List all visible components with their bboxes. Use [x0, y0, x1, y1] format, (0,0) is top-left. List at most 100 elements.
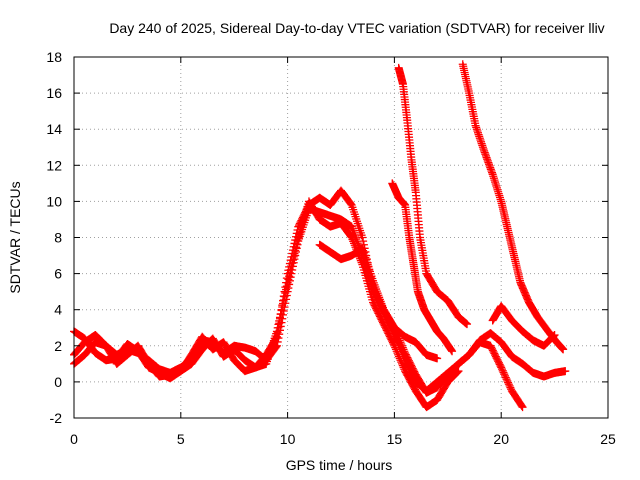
data-point-marker [392, 347, 401, 356]
series-track-6 [388, 179, 457, 356]
data-point-marker [282, 285, 291, 294]
data-point-marker [502, 375, 511, 384]
series-track-8 [488, 302, 559, 350]
data-point-marker [348, 235, 357, 244]
series-track-7 [458, 60, 568, 354]
data-point-marker [275, 313, 284, 322]
data-point-marker [346, 199, 355, 208]
y-tick-label: 14 [46, 121, 62, 137]
y-tick-label: 12 [46, 157, 62, 173]
series-track-5 [394, 63, 472, 329]
data-point-marker [433, 354, 442, 363]
data-point-marker [549, 331, 558, 340]
y-tick-label: 10 [46, 193, 62, 209]
x-tick-label: 15 [387, 431, 403, 447]
data-point-marker [503, 376, 512, 385]
data-point-marker [397, 358, 406, 367]
data-point-marker [397, 339, 406, 348]
x-tick-label: 0 [70, 431, 78, 447]
y-tick-label: 16 [46, 85, 62, 101]
data-point-marker [276, 309, 285, 318]
data-point-marker [279, 299, 288, 308]
data-point-marker [454, 367, 463, 376]
data-point-marker [347, 233, 356, 242]
data-point-marker [281, 289, 290, 298]
data-point-marker [395, 336, 404, 345]
x-tick-label: 5 [177, 431, 185, 447]
data-point-marker [393, 349, 402, 358]
data-point-marker [272, 327, 281, 336]
data-point-marker [497, 363, 506, 372]
data-point-marker [389, 340, 398, 349]
data-point-marker [506, 383, 515, 392]
data-point-marker [273, 323, 282, 332]
data-point-marker [518, 403, 527, 412]
chart-title: Day 240 of 2025, Sidereal Day-to-day VTE… [109, 20, 604, 36]
data-point-marker [349, 237, 358, 246]
data-point-marker [396, 338, 405, 347]
data-point-marker [498, 366, 507, 375]
data-point-marker [517, 402, 526, 411]
data-point-marker [550, 330, 559, 339]
data-point-marker [394, 350, 403, 359]
data-point-marker [452, 368, 461, 377]
data-point-marker [356, 256, 365, 265]
data-point-marker [396, 356, 405, 365]
series-track-3 [70, 197, 463, 412]
y-axis-label: SDTVAR / TECUs [7, 181, 23, 293]
data-point-marker [282, 282, 291, 291]
y-tick-label: -2 [50, 410, 63, 426]
data-point-marker [463, 320, 472, 329]
data-point-marker [497, 365, 506, 374]
y-tick-label: 0 [54, 374, 62, 390]
data-point-marker [280, 292, 289, 301]
data-point-marker [399, 345, 408, 354]
data-point-marker [277, 306, 286, 315]
data-point-marker [394, 352, 403, 361]
data-point-marker [501, 371, 510, 380]
data-point-marker [501, 373, 510, 382]
data-point-marker [500, 370, 509, 379]
x-axis-ticks: 0 5 10 15 20 25 [70, 57, 616, 447]
data-points [70, 60, 570, 412]
data-point-marker [398, 341, 407, 350]
data-point-marker [549, 332, 558, 341]
data-point-marker [504, 378, 513, 387]
data-point-marker [391, 345, 400, 354]
x-axis-label: GPS time / hours [286, 457, 393, 473]
data-point-marker [391, 343, 400, 352]
x-tick-label: 10 [280, 431, 296, 447]
data-point-marker [394, 334, 403, 343]
series-track-4 [315, 240, 442, 363]
data-point-marker [359, 237, 368, 246]
y-tick-label: 18 [46, 49, 62, 65]
data-point-marker [561, 367, 570, 376]
data-point-marker [349, 239, 358, 248]
data-point-marker [398, 359, 407, 368]
data-point-marker [390, 341, 399, 350]
data-point-marker [559, 345, 568, 354]
x-tick-label: 20 [493, 431, 509, 447]
data-point-marker [499, 368, 508, 377]
data-point-marker [448, 347, 457, 356]
data-point-marker [274, 320, 283, 329]
data-point-marker [453, 367, 462, 376]
y-tick-label: 2 [54, 338, 62, 354]
data-point-marker [399, 363, 408, 372]
y-tick-label: 6 [54, 266, 62, 282]
data-point-marker [279, 296, 288, 305]
data-point-marker [504, 380, 513, 389]
data-point-marker [278, 302, 287, 311]
y-axis-ticks: -2 0 2 4 6 8 10 12 14 16 18 [46, 49, 608, 426]
data-point-marker [358, 233, 367, 242]
y-tick-label: 8 [54, 230, 62, 246]
grid-lines [74, 57, 608, 418]
data-point-marker [395, 354, 404, 363]
x-tick-label: 25 [600, 431, 616, 447]
data-point-marker [350, 241, 359, 250]
data-point-marker [359, 240, 368, 249]
data-point-marker [505, 381, 514, 390]
data-point-marker [400, 347, 409, 356]
y-tick-label: 4 [54, 302, 62, 318]
